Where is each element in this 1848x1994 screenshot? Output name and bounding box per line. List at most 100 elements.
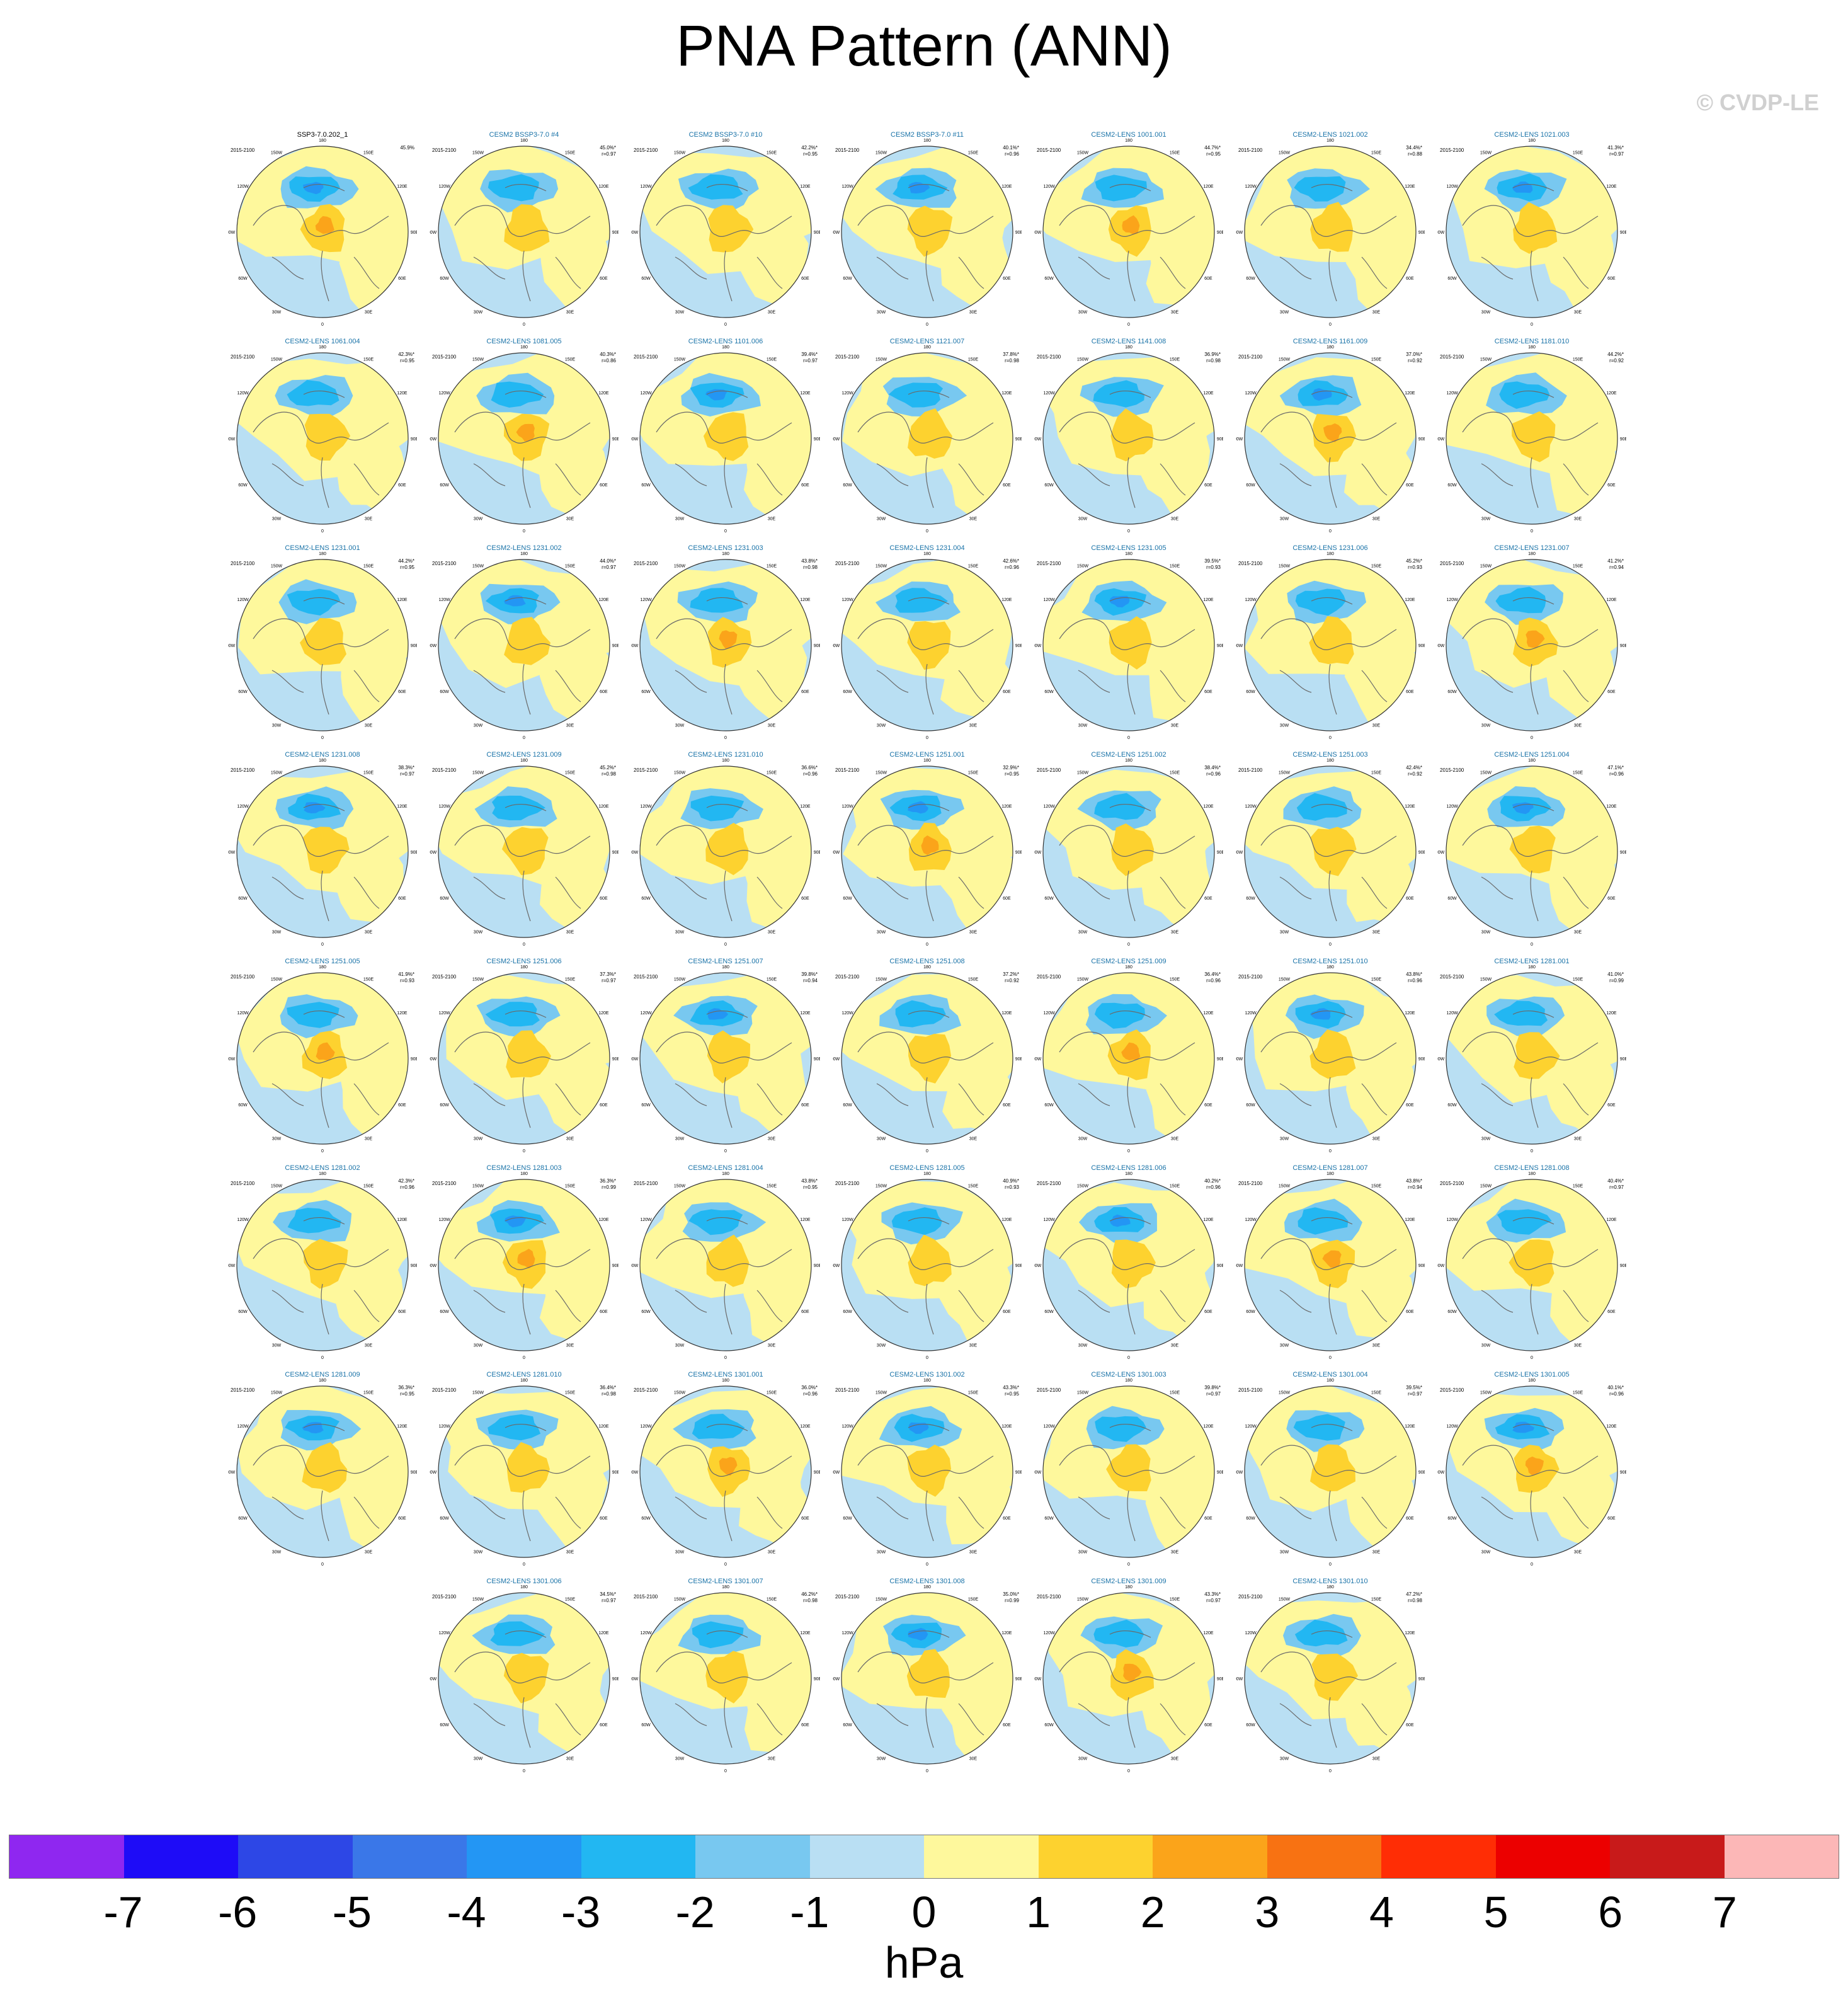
longitude-label: 150W [1279,564,1291,569]
longitude-label: 120E [800,1011,811,1016]
panel-variance-explained: 40.1%* [1003,145,1019,151]
longitude-label: 180 [520,1585,528,1590]
map-boundary [438,972,610,1145]
longitude-label: 150E [565,358,576,362]
longitude-label: 30W [1481,517,1491,521]
longitude-label: 0 [523,943,525,947]
positive-anomaly-core [504,204,550,252]
longitude-label: 30E [1171,1343,1179,1348]
longitude-label: 150W [876,1184,887,1189]
panel-title: CESM2-LENS 1161.009 [1292,338,1368,345]
longitude-label: 150E [767,564,777,569]
longitude-label: 60E [398,1516,406,1521]
longitude-label: 120E [1001,1011,1012,1016]
polar-map: 180 150W 150E 120W 120E 90W 90E 60W 60E 30W 30E 0 [1034,139,1223,327]
map-boundary [1244,765,1417,938]
longitude-label: 150E [968,1598,979,1602]
panel-variance-explained: 45.2%* [600,765,616,771]
longitude-label: 60W [1246,1310,1255,1314]
longitude-label: 90W [1437,231,1445,235]
colorbar-tick-label: 2 [1140,1888,1165,1937]
longitude-label: 180 [923,1585,931,1590]
coastline [656,804,792,922]
coastline [1260,1424,1397,1542]
positive-anomaly-region [738,1454,811,1548]
longitude-label: 150W [271,978,283,982]
longitude-label: 120E [1203,1631,1214,1636]
longitude-label: 30E [969,517,978,521]
longitude-label: 60E [1607,690,1616,694]
positive-anomaly-core [908,1234,952,1286]
polar-map: 180 150W 150E 120W 120E 90W 90E 60W 60E 30W 30E 0 [631,345,820,534]
longitude-label: 180 [520,345,528,350]
longitude-label: 0 [1127,736,1130,740]
longitude-label: 60W [440,690,449,694]
longitude-label: 60E [600,690,608,694]
longitude-label: 60E [1204,483,1212,488]
longitude-label: 90W [631,1057,639,1062]
map-panel: CESM2-LENS 1301.007 2015-2100 46.2%* r=0.98… [631,1578,820,1779]
longitude-label: 60E [1003,1310,1011,1314]
coastline [454,597,591,715]
longitude-label: 0 [926,736,928,740]
longitude-label: 90E [1620,231,1626,235]
longitude-label: 60E [1003,897,1011,901]
longitude-label: 0 [724,1149,727,1154]
longitude-label: 60E [398,483,406,488]
panel-period: 2015-2100 [432,1181,457,1186]
map-panel: CESM2-LENS 1231.009 2015-2100 45.2%* r=0.98… [430,751,619,953]
coastline [1059,804,1195,922]
panel-title: CESM2-LENS 1231.006 [1292,544,1368,552]
map-boundary [1042,146,1215,318]
longitude-label: 120E [1001,805,1012,809]
longitude-label: 150W [674,1184,686,1189]
positive-anomaly-core [1310,202,1354,252]
negative-anomaly-core [287,380,339,406]
longitude-label: 0 [724,1356,727,1360]
longitude-label: 150W [271,358,283,362]
panel-period: 2015-2100 [1238,147,1263,153]
panel-pattern-correlation: r=0.96 [1206,1184,1221,1190]
panel-title: CESM2-LENS 1231.004 [889,544,965,552]
longitude-label: 90E [612,437,619,442]
polar-map: 180 150W 150E 120W 120E 90W 90E 60W 60E 30W 30E 0 [1034,1172,1223,1360]
panel-period: 2015-2100 [1037,974,1061,980]
longitude-label: 0 [1329,1562,1332,1567]
panel-pattern-correlation: r=0.96 [1609,771,1624,777]
positive-anomaly-peak [719,1457,738,1476]
longitude-label: 120E [397,1011,408,1016]
positive-anomaly-peak [316,1042,335,1061]
coastline [857,1011,994,1128]
longitude-label: 30W [877,517,886,521]
longitude-label: 90W [430,231,437,235]
panel-period: 2015-2100 [1037,1594,1061,1600]
map-boundary [639,352,812,525]
panel-variance-explained: 43.8%* [1406,1178,1422,1184]
coastline [656,1630,792,1748]
longitude-label: 120E [1001,598,1012,602]
longitude-label: 120E [598,598,609,602]
colorbar-tick-label: -6 [218,1888,258,1937]
longitude-label: 180 [1528,345,1536,350]
positive-anomaly-region [1344,1659,1413,1753]
polar-map: 180 150W 150E 120W 120E 90W 90E 60W 60E 30W 30E 0 [1236,1172,1425,1360]
longitude-label: 90E [411,231,417,235]
longitude-label: 120W [237,185,249,189]
panel-title: CESM2-LENS 1251.009 [1091,958,1166,965]
coastline [253,804,389,922]
map-boundary [1244,1179,1417,1351]
longitude-label: 120W [841,391,853,396]
longitude-label: 150E [767,1184,777,1189]
panel-pattern-correlation: r=0.97 [602,151,616,157]
longitude-label: 60W [440,1516,449,1521]
longitude-label: 90E [1418,1470,1425,1475]
positive-anomaly-core [300,618,346,665]
longitude-label: 30E [1372,723,1381,728]
longitude-label: 30E [365,310,373,314]
longitude-label: 60W [1447,277,1457,281]
panel-pattern-correlation: r=0.93 [1206,564,1221,570]
longitude-label: 120E [1001,1424,1012,1429]
colorbar-box-2 [238,1835,353,1878]
map-panel-grid: SSP3-7.0.202_1 2015-2100 45.9% 180 150W 150E 1… [228,131,1626,1779]
longitude-label: 30W [877,723,886,728]
